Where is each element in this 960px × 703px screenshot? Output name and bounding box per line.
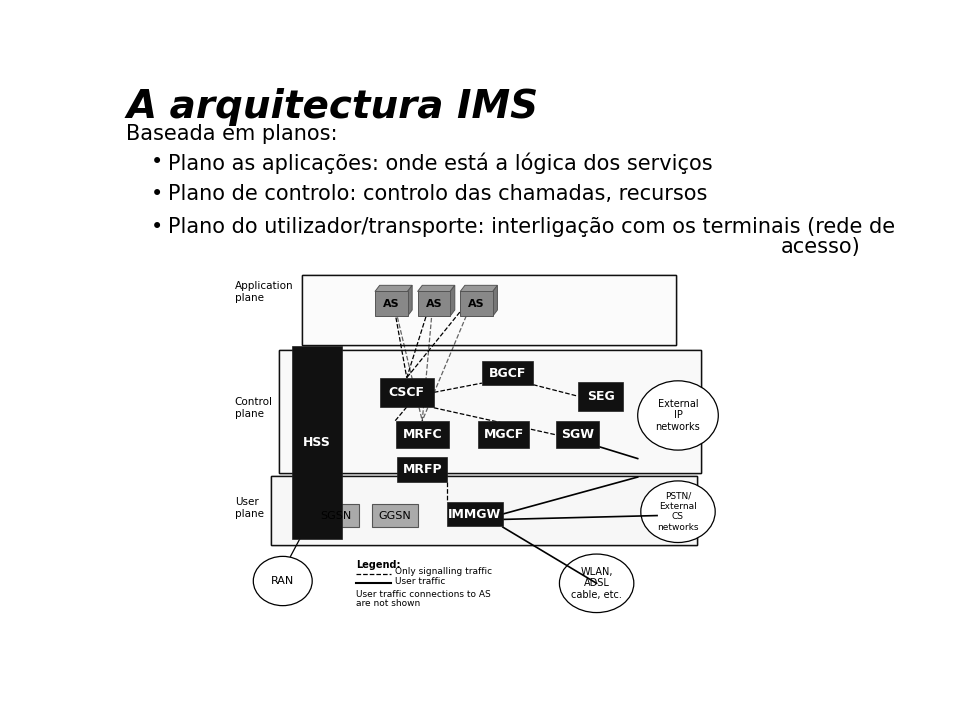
FancyBboxPatch shape xyxy=(460,292,492,316)
FancyBboxPatch shape xyxy=(372,504,419,527)
Polygon shape xyxy=(375,285,412,292)
FancyBboxPatch shape xyxy=(396,421,448,449)
Text: A arquitectura IMS: A arquitectura IMS xyxy=(126,88,539,127)
Polygon shape xyxy=(271,475,697,545)
Text: AS: AS xyxy=(383,299,399,309)
Text: CSCF: CSCF xyxy=(389,386,424,399)
Polygon shape xyxy=(278,350,701,473)
Text: Only signalling traffic: Only signalling traffic xyxy=(396,567,492,576)
FancyBboxPatch shape xyxy=(556,421,599,449)
Polygon shape xyxy=(418,285,455,292)
Text: Application
plane: Application plane xyxy=(234,281,294,304)
FancyBboxPatch shape xyxy=(478,421,529,449)
Text: •: • xyxy=(151,184,163,205)
Text: External
IP
networks: External IP networks xyxy=(656,399,701,432)
Polygon shape xyxy=(450,285,455,316)
Text: MRFC: MRFC xyxy=(402,428,442,441)
FancyBboxPatch shape xyxy=(397,457,447,482)
FancyBboxPatch shape xyxy=(578,382,623,411)
Text: GGSN: GGSN xyxy=(379,510,412,520)
Ellipse shape xyxy=(560,554,634,612)
Ellipse shape xyxy=(253,556,312,606)
Text: User traffic: User traffic xyxy=(396,576,445,586)
Ellipse shape xyxy=(641,481,715,543)
FancyBboxPatch shape xyxy=(375,292,408,316)
Text: WLAN,
ADSL
cable, etc.: WLAN, ADSL cable, etc. xyxy=(571,567,622,600)
Polygon shape xyxy=(492,285,497,316)
Text: Plano as aplicações: onde está a lógica dos serviços: Plano as aplicações: onde está a lógica … xyxy=(168,152,712,174)
Text: Baseada em planos:: Baseada em planos: xyxy=(126,124,338,144)
Text: User traffic connections to AS: User traffic connections to AS xyxy=(356,591,492,599)
Text: IMMGW: IMMGW xyxy=(448,508,501,520)
Text: Legend:: Legend: xyxy=(356,560,401,570)
Ellipse shape xyxy=(637,381,718,450)
FancyBboxPatch shape xyxy=(292,346,342,538)
FancyBboxPatch shape xyxy=(447,502,503,527)
Text: SGW: SGW xyxy=(561,428,593,441)
FancyBboxPatch shape xyxy=(418,292,450,316)
Text: SGSN: SGSN xyxy=(320,510,351,520)
Polygon shape xyxy=(302,276,677,344)
Text: Plano do utilizador/transporte: interligação com os terminais (rede de: Plano do utilizador/transporte: interlig… xyxy=(168,217,895,237)
Polygon shape xyxy=(302,276,677,344)
FancyBboxPatch shape xyxy=(312,504,359,527)
Text: •: • xyxy=(151,152,163,172)
Text: SEG: SEG xyxy=(587,389,614,403)
Text: acesso): acesso) xyxy=(780,237,860,257)
Polygon shape xyxy=(408,285,412,316)
Text: Control
plane: Control plane xyxy=(234,396,273,419)
Polygon shape xyxy=(460,285,497,292)
Text: AS: AS xyxy=(468,299,485,309)
Text: MGCF: MGCF xyxy=(484,428,524,441)
Polygon shape xyxy=(278,350,701,473)
Text: •: • xyxy=(151,217,163,237)
Text: RAN: RAN xyxy=(271,576,295,586)
Text: AS: AS xyxy=(425,299,443,309)
FancyBboxPatch shape xyxy=(379,378,434,407)
Text: are not shown: are not shown xyxy=(356,599,420,607)
Text: Plano de controlo: controlo das chamadas, recursos: Plano de controlo: controlo das chamadas… xyxy=(168,184,708,205)
Text: PSTN/
External
CS
networks: PSTN/ External CS networks xyxy=(658,491,699,531)
Text: User
plane: User plane xyxy=(234,496,264,519)
Text: HSS: HSS xyxy=(303,436,331,449)
Text: MRFP: MRFP xyxy=(402,463,442,476)
Polygon shape xyxy=(271,475,697,545)
FancyBboxPatch shape xyxy=(482,361,533,385)
Text: BGCF: BGCF xyxy=(489,366,526,380)
